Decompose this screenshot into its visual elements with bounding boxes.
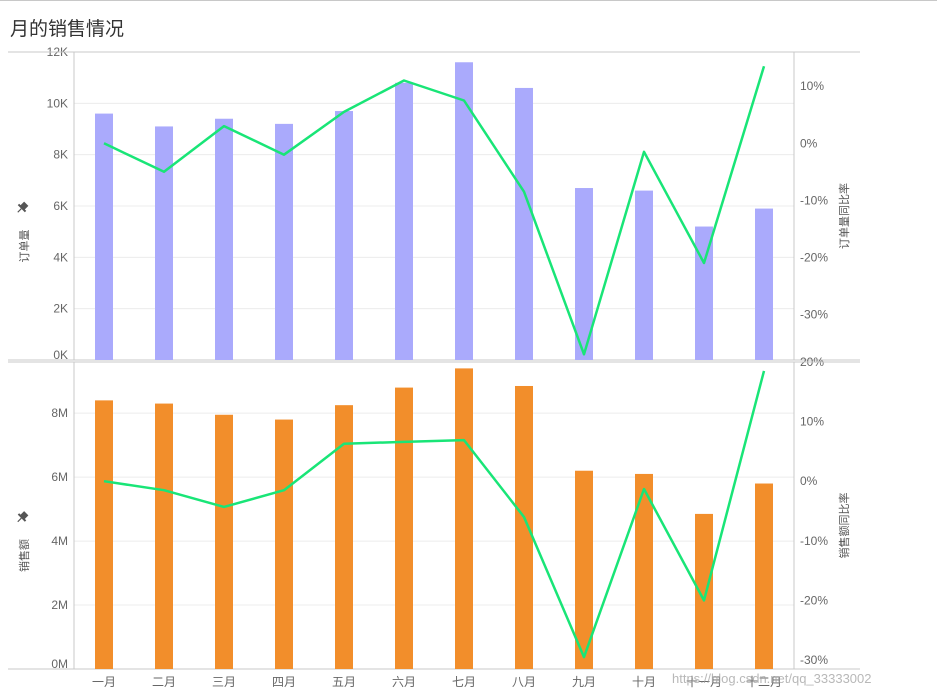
sales-yoy-line (103, 370, 766, 659)
orders-yoy-axis-label: 订单量同比率 (837, 183, 851, 249)
orders-y2-tick-label: 0% (800, 136, 818, 150)
sales-bar (755, 483, 773, 669)
top-border (0, 0, 937, 1)
sales-y-tick-label: 8M (51, 406, 68, 420)
orders-bar (395, 82, 413, 361)
x-tick-label: 四月 (272, 675, 296, 689)
orders-bar (275, 123, 293, 360)
orders-y-tick-label: 2K (53, 302, 68, 316)
orders-y-tick-label: 8K (53, 148, 68, 162)
x-tick-label: 十二月 (746, 675, 782, 689)
sales-bar (275, 419, 293, 669)
orders-y2-tick-label: -10% (800, 193, 828, 207)
x-tick-label: 五月 (332, 675, 356, 689)
sales-bar (575, 470, 593, 669)
orders-bar (95, 113, 113, 360)
orders-bar (455, 62, 473, 361)
sales-yoy-axis-label: 销售额同比率 (837, 493, 851, 559)
orders-y2-tick-label: -30% (800, 307, 828, 321)
orders-y-tick-label: 6K (53, 199, 68, 213)
sales-y2-tick-label: -20% (800, 593, 828, 607)
sales-y-tick-label: 2M (51, 598, 68, 612)
orders-yoy-line (103, 65, 766, 356)
orders-bar (515, 87, 533, 360)
x-tick-label: 一月 (92, 675, 116, 689)
sales-axis-label: 销售额 (17, 539, 31, 572)
x-tick-label: 二月 (152, 675, 176, 689)
watermark: https://blog.csdn.net/qq_33333002 (672, 671, 872, 686)
sales-y2-tick-label: 10% (800, 415, 824, 429)
orders-bar (155, 126, 173, 360)
sales-bar (515, 385, 533, 669)
sales-bar (215, 414, 233, 669)
sales-bar (335, 405, 353, 669)
x-tick-label: 九月 (572, 675, 596, 689)
sales-bar (455, 368, 473, 669)
orders-bar (755, 208, 773, 360)
orders-pin-icon (17, 201, 29, 213)
sales-y-tick-label: 0M (51, 657, 68, 671)
sales-bar (95, 400, 113, 669)
x-tick-label: 六月 (392, 675, 416, 689)
sales-y2-tick-label: 0% (800, 474, 818, 488)
orders-y2-tick-label: 10% (800, 79, 824, 93)
orders-bar (215, 118, 233, 360)
orders-bar (635, 190, 653, 360)
sales-y2-tick-label: -30% (800, 653, 828, 667)
orders-bar (695, 226, 713, 360)
sales-bar (155, 403, 173, 669)
page-title: 月的销售情况 (10, 18, 125, 40)
sales-bar (635, 473, 653, 669)
orders-bar (575, 188, 593, 360)
x-tick-label: 十月 (632, 675, 656, 689)
sales-y-tick-label: 6M (51, 470, 68, 484)
x-tick-label: 十一月 (686, 675, 722, 689)
sales-pin-icon (17, 511, 29, 523)
sales-y2-tick-label: -10% (800, 534, 828, 548)
orders-y-tick-label: 10K (47, 96, 68, 110)
x-tick-label: 七月 (452, 675, 476, 689)
x-tick-label: 三月 (212, 675, 236, 689)
orders-axis-label: 订单量 (18, 230, 31, 263)
sales-bar (395, 387, 413, 669)
orders-bar (335, 111, 353, 361)
sales-y-tick-label: 4M (51, 534, 68, 548)
orders-y-tick-label: 0K (53, 348, 68, 362)
orders-y2-tick-label: -20% (800, 250, 828, 264)
sales-bar (695, 513, 713, 669)
orders-y-tick-label: 4K (53, 250, 68, 264)
x-tick-label: 八月 (512, 675, 536, 689)
